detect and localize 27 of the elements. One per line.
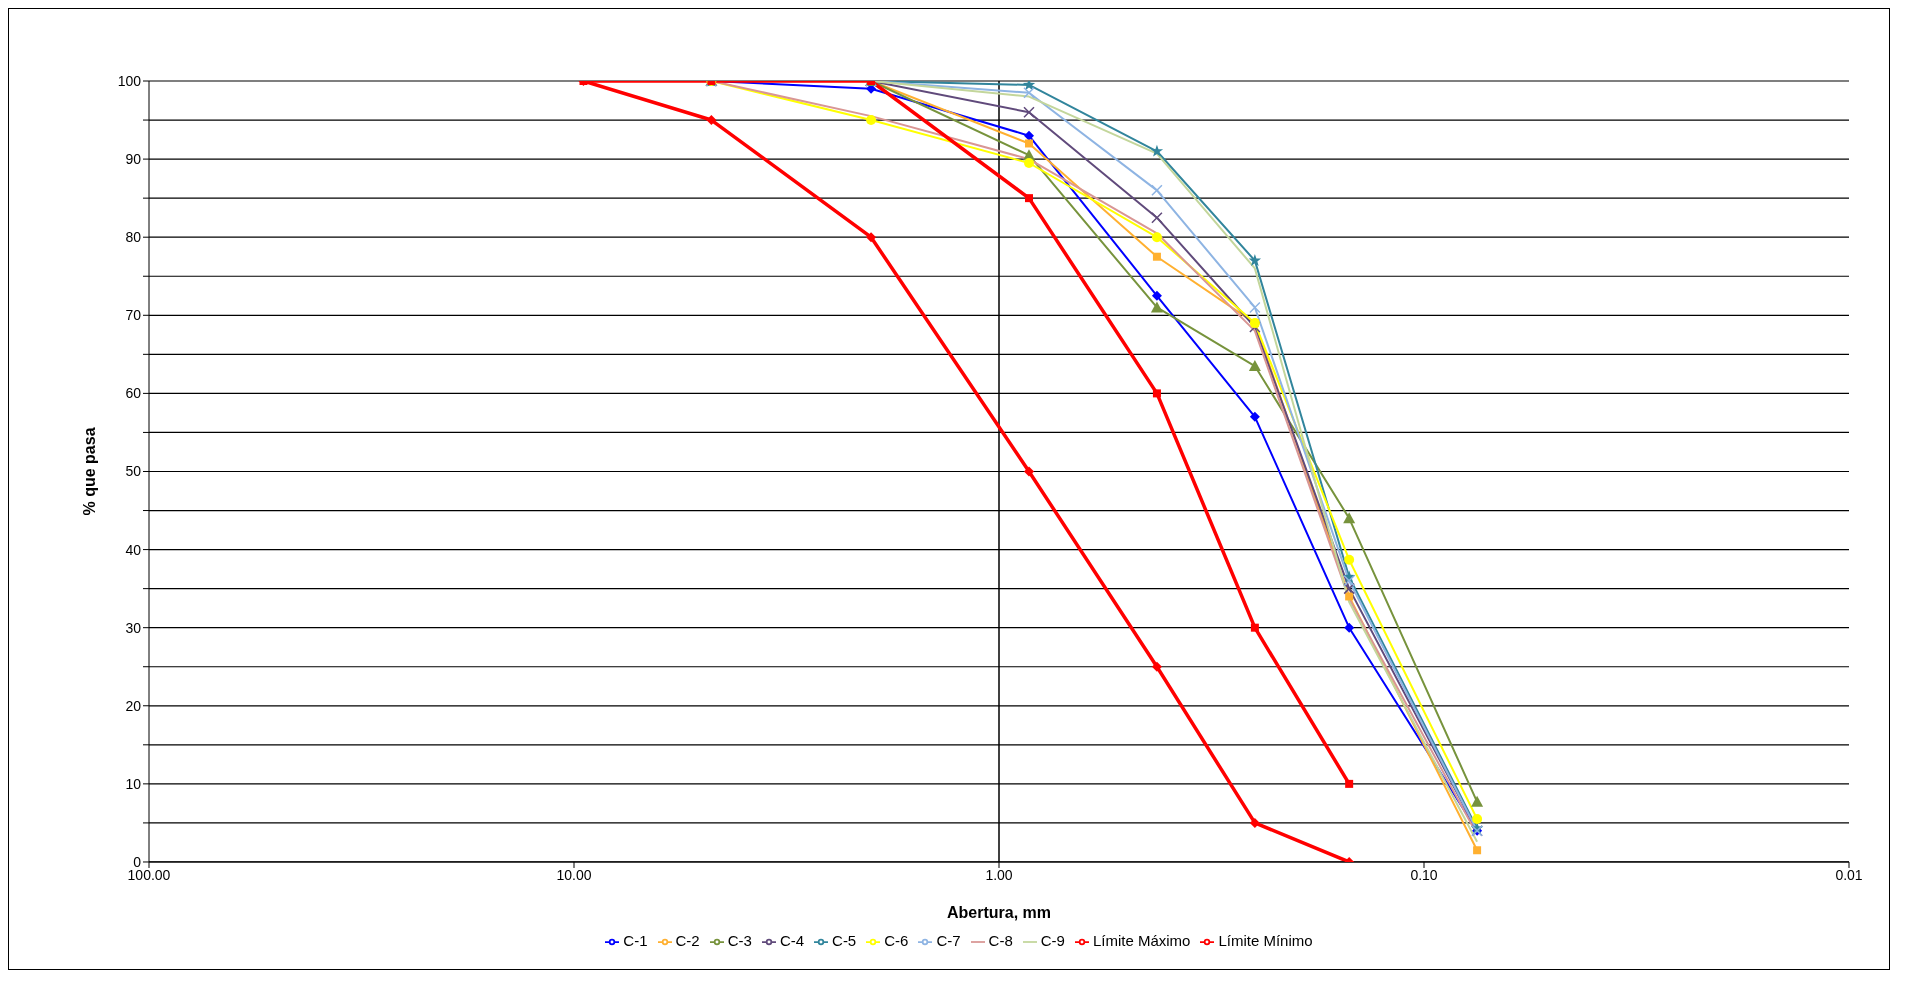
y-tick-label: 40 bbox=[125, 541, 142, 558]
legend-label: C-3 bbox=[727, 931, 752, 949]
x-tick-label: 1.00 bbox=[985, 866, 1013, 883]
legend-label: C-9 bbox=[1040, 931, 1065, 949]
legend-label: C-5 bbox=[832, 931, 857, 949]
legend-label: Límite Máximo bbox=[1092, 931, 1191, 949]
y-tick-label: 30 bbox=[125, 619, 142, 636]
legend-label: C-7 bbox=[936, 931, 961, 949]
legend-label: C-8 bbox=[988, 931, 1013, 949]
legend-label: C-1 bbox=[623, 931, 648, 949]
y-tick-label: 70 bbox=[125, 307, 142, 324]
legend-label: C-6 bbox=[884, 931, 909, 949]
x-axis-title: Abertura, mm bbox=[946, 903, 1052, 921]
x-tick-label: 0.01 bbox=[1835, 866, 1863, 883]
y-tick-label: 50 bbox=[125, 463, 142, 480]
x-tick-label: 0.10 bbox=[1410, 866, 1438, 883]
y-tick-label: 100 bbox=[117, 72, 142, 89]
y-tick-label: 60 bbox=[125, 385, 142, 402]
y-tick-label: 80 bbox=[125, 229, 142, 246]
legend-label: Límite Mínimo bbox=[1218, 931, 1313, 949]
legend-label: C-2 bbox=[675, 931, 700, 949]
x-tick-label: 10.00 bbox=[556, 866, 592, 883]
legend-label: C-4 bbox=[779, 931, 805, 949]
y-tick-label: 20 bbox=[125, 697, 142, 714]
y-tick-label: 90 bbox=[125, 151, 142, 168]
y-tick-label: 10 bbox=[125, 775, 142, 792]
y-axis-title: % que pasa bbox=[80, 427, 98, 516]
